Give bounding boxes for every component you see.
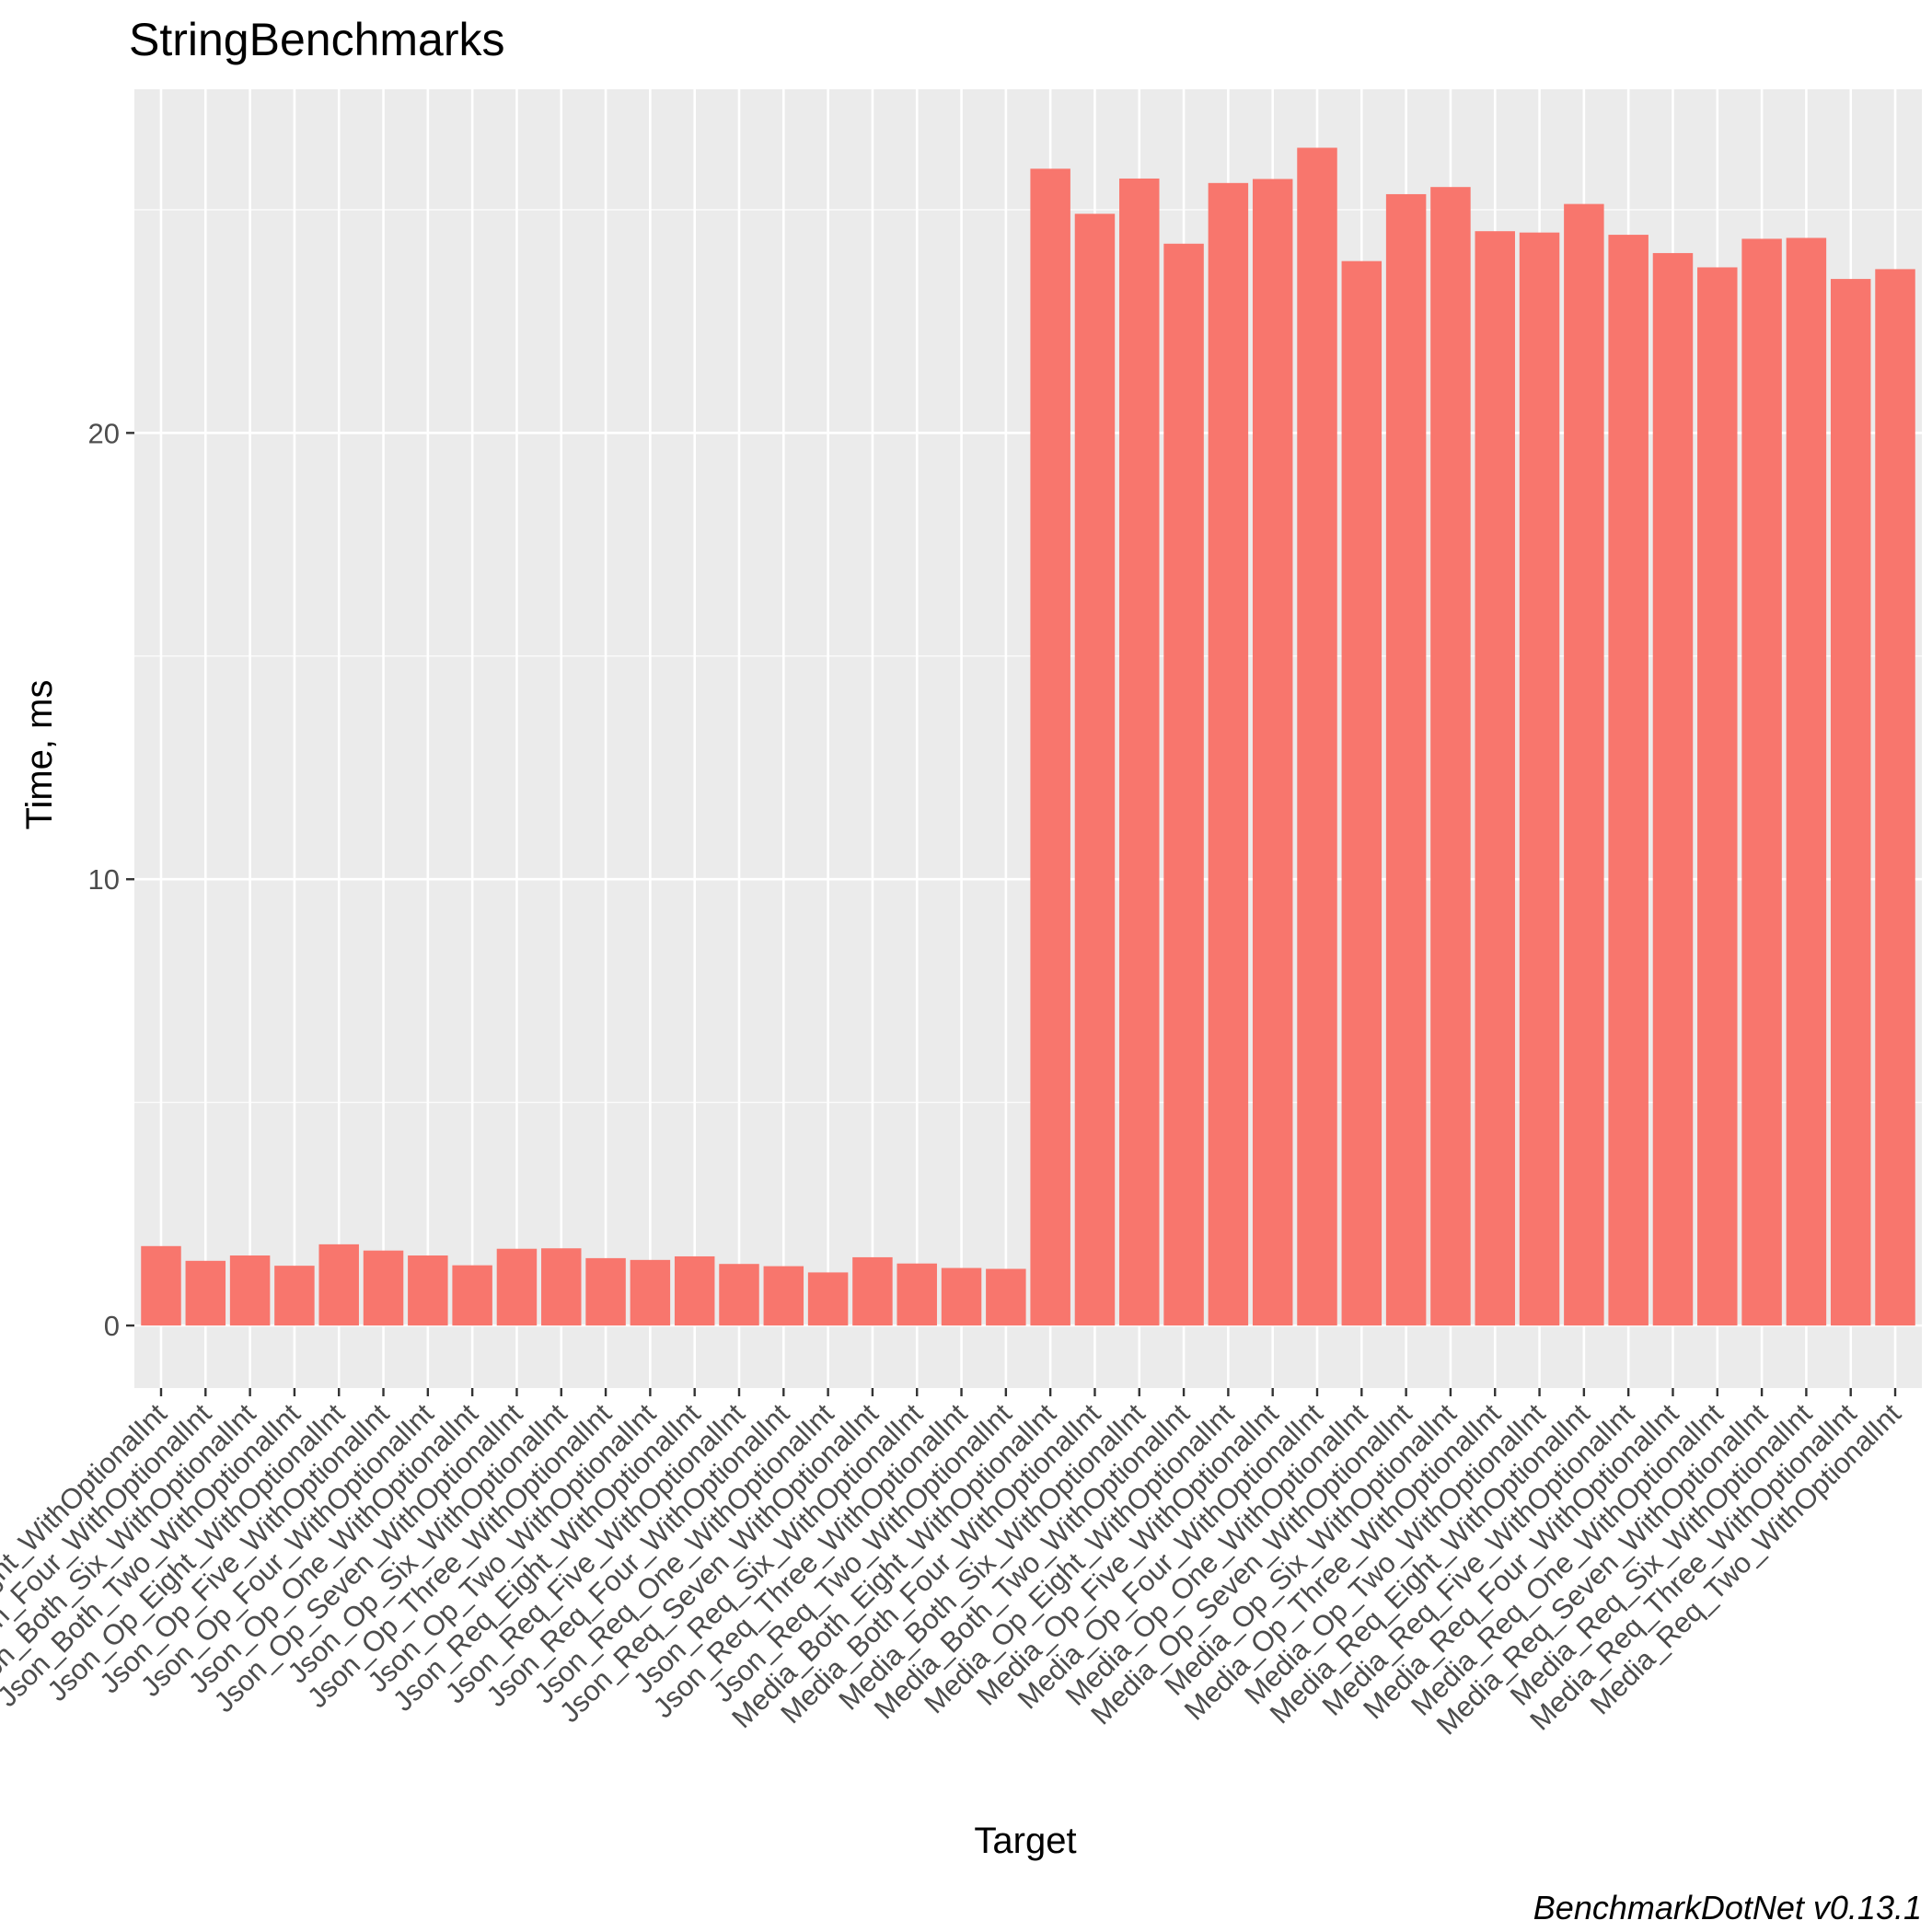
bar	[1208, 182, 1249, 1326]
bar	[630, 1259, 671, 1326]
y-tick-label: 20	[88, 417, 120, 449]
y-axis: 0 10 20	[88, 417, 134, 1342]
bar	[274, 1266, 315, 1326]
bar	[585, 1257, 626, 1326]
bar	[496, 1248, 538, 1326]
x-axis-title: Target	[974, 1821, 1076, 1861]
bar	[1830, 279, 1871, 1326]
bar	[1697, 267, 1738, 1326]
bars	[141, 147, 1915, 1326]
bar	[1652, 252, 1694, 1326]
y-axis-title: Time, ms	[19, 680, 60, 830]
bar	[1786, 237, 1827, 1326]
bar	[1475, 231, 1515, 1326]
bar	[1385, 193, 1427, 1326]
bar	[1074, 214, 1116, 1326]
bar	[763, 1266, 804, 1326]
bar	[185, 1260, 226, 1326]
bar	[229, 1255, 271, 1326]
y-tick-label: 10	[88, 863, 120, 896]
bar	[408, 1255, 448, 1326]
bar	[141, 1245, 181, 1326]
bar	[897, 1263, 937, 1326]
bar	[1297, 147, 1337, 1326]
bar	[363, 1250, 404, 1326]
bar	[1608, 235, 1649, 1326]
bar	[1430, 187, 1471, 1326]
bar	[674, 1255, 715, 1326]
bar	[1341, 260, 1382, 1326]
bar	[452, 1265, 492, 1326]
bar	[1875, 269, 1915, 1326]
bar	[986, 1268, 1026, 1326]
bar	[541, 1248, 582, 1326]
bar	[318, 1244, 359, 1326]
y-tick-label: 0	[104, 1310, 120, 1342]
bar	[719, 1264, 759, 1326]
bar	[1564, 203, 1604, 1326]
bar	[1119, 178, 1160, 1326]
bar	[1030, 168, 1070, 1326]
bar	[807, 1272, 849, 1326]
bar	[1163, 243, 1204, 1326]
bar	[852, 1256, 893, 1326]
x-axis: Json_Both_Eight_WithOptionalIntJson_Both…	[0, 1388, 1907, 1741]
caption: BenchmarkDotNet v0.13.1	[1533, 1889, 1922, 1926]
bar	[1252, 179, 1293, 1326]
chart-title: StringBenchmarks	[129, 14, 505, 65]
bar	[1741, 238, 1782, 1326]
bar	[1519, 232, 1560, 1326]
bar	[941, 1267, 982, 1326]
